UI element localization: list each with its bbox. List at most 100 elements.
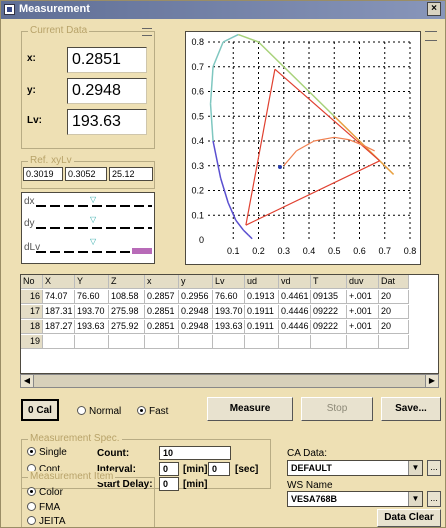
measurement-spec-label: Measurement Spec. [28, 433, 122, 444]
measure-button[interactable]: Measure [207, 397, 293, 421]
y-label: y: [27, 85, 36, 96]
spectral-locus-segment [222, 33, 239, 43]
y-tick-label: 0.8 [191, 37, 204, 47]
save-button[interactable]: Save... [381, 397, 441, 421]
item-jeita-label: JEITA [39, 516, 66, 527]
table-header-cell[interactable]: ud [245, 275, 279, 289]
table-cell: 19 [21, 335, 43, 349]
chevron-down-icon[interactable]: ▼ [408, 492, 422, 506]
close-button[interactable]: × [427, 2, 441, 16]
single-radio[interactable]: Single [27, 447, 67, 458]
current-data-group: Current Data [21, 25, 155, 149]
table-header-cell[interactable]: duv [347, 275, 379, 289]
table-cell: 275.92 [109, 320, 145, 334]
item-color-dot[interactable] [27, 487, 36, 496]
mode-normal-radio[interactable]: Normal [77, 406, 121, 417]
table-header-cell[interactable]: Z [109, 275, 145, 289]
spectral-locus-segment [212, 140, 222, 179]
table-header-cell[interactable]: T [311, 275, 347, 289]
window-title: Measurement [19, 3, 90, 15]
table-header-cell[interactable]: X [43, 275, 75, 289]
interval-min-input[interactable]: 0 [159, 462, 179, 476]
table-cell: 275.98 [109, 305, 145, 319]
table-cell: 0.2956 [179, 290, 213, 304]
table-row[interactable]: 17 187.31 193.70 275.98 0.2851 0.2948 193.70 0.… [21, 305, 438, 319]
table-header-cell[interactable]: y [179, 275, 213, 289]
lv-label: Lv: [27, 115, 42, 126]
ws-name-browse-button[interactable]: ... [427, 491, 441, 507]
title-bar[interactable]: Measurement × [1, 1, 445, 19]
planckian-locus-segment [296, 140, 315, 152]
ws-name-select[interactable]: VESA768B ▼ [287, 491, 423, 507]
table-header-cell[interactable]: Y [75, 275, 109, 289]
planckian-locus-segment [364, 145, 375, 152]
y-tick-label: 0.7 [191, 62, 204, 72]
item-jeita-radio[interactable]: JEITA [27, 516, 65, 527]
mode-fast-dot[interactable] [137, 406, 146, 415]
y-tick-label: 0.2 [191, 186, 204, 196]
stop-button[interactable]: Stop [301, 397, 373, 421]
ref-lv-value[interactable]: 25.12 [109, 167, 153, 181]
item-fma-dot[interactable] [27, 502, 36, 511]
planckian-locus-segment [334, 136, 350, 141]
table-horizontal-scrollbar[interactable]: ◀ ▶ [20, 374, 439, 388]
planckian-locus-segment [283, 150, 297, 167]
single-label: Single [39, 447, 67, 458]
table-cell: 0.1911 [245, 305, 279, 319]
spectral-locus-segment [242, 229, 249, 236]
item-color-radio[interactable]: Color [27, 487, 63, 498]
scroll-right-icon[interactable]: ▶ [425, 375, 438, 387]
table-row[interactable]: 19 [21, 335, 438, 349]
count-input[interactable]: 10 [159, 446, 231, 460]
chevron-down-icon[interactable]: ▼ [408, 461, 422, 475]
ref-xylv-group: Ref. xyLv [21, 155, 155, 189]
item-jeita-dot[interactable] [27, 516, 36, 525]
x-tick-label: 0.3 [277, 246, 290, 256]
spectral-locus-segment [238, 33, 259, 43]
dlv-marker-icon: ▽ [90, 237, 97, 246]
table-row[interactable]: 16 74.07 76.60 108.58 0.2857 0.2956 76.60 0.191… [21, 290, 438, 304]
ref-xylv-label: Ref. xyLv [28, 155, 74, 166]
spectral-locus-segment [308, 90, 335, 117]
scroll-left-icon[interactable]: ◀ [21, 375, 34, 387]
chart-restore-icon[interactable] [425, 31, 437, 41]
zero-cal-button[interactable]: 0 Cal [21, 399, 59, 421]
table-header-cell[interactable]: x [145, 275, 179, 289]
x-value: 0.2851 [67, 47, 147, 73]
table-header-cell[interactable]: Dat [379, 275, 409, 289]
single-dot[interactable] [27, 447, 36, 456]
ref-y-value[interactable]: 0.3052 [65, 167, 107, 181]
interval-sec-input[interactable]: 0 [208, 462, 230, 476]
dx-label: dx [24, 196, 35, 207]
table-cell [245, 335, 279, 349]
planckian-locus-segment [349, 139, 365, 147]
table-header-cell[interactable]: vd [279, 275, 311, 289]
count-label: Count: [97, 448, 130, 459]
ca-data-select[interactable]: DEFAULT ▼ [287, 460, 423, 476]
spectral-locus-segment [379, 160, 395, 175]
table-cell: 09135 [311, 290, 347, 304]
table-cell [179, 335, 213, 349]
start-delay-input[interactable]: 0 [159, 477, 179, 491]
table-cell: 09222 [311, 305, 347, 319]
table-header-cell[interactable]: Lv [213, 275, 245, 289]
mode-fast-radio[interactable]: Fast [137, 406, 168, 417]
table-cell [145, 335, 179, 349]
ref-x-value[interactable]: 0.3019 [23, 167, 63, 181]
table-header-cell[interactable]: No [21, 275, 43, 289]
spectral-locus-segment [209, 66, 214, 104]
restore-icon[interactable] [142, 28, 152, 36]
table-cell: 0.2948 [179, 320, 213, 334]
data-clear-button[interactable]: Data Clear [377, 509, 441, 527]
item-fma-radio[interactable]: FMA [27, 502, 60, 513]
dlv-scale [36, 251, 152, 253]
mode-normal-dot[interactable] [77, 406, 86, 415]
gamut-triangle-edge [245, 69, 276, 226]
interval-label: Interval: [97, 464, 136, 475]
table-row[interactable]: 18 187.27 193.63 275.92 0.2851 0.2948 193.63 0.… [21, 320, 438, 334]
delta-bars-panel: dx ▽ dy ▽ dLv ▽ [21, 192, 155, 264]
measurement-item-label: Measurement Item [28, 471, 116, 482]
ca-data-browse-button[interactable]: ... [427, 460, 441, 476]
